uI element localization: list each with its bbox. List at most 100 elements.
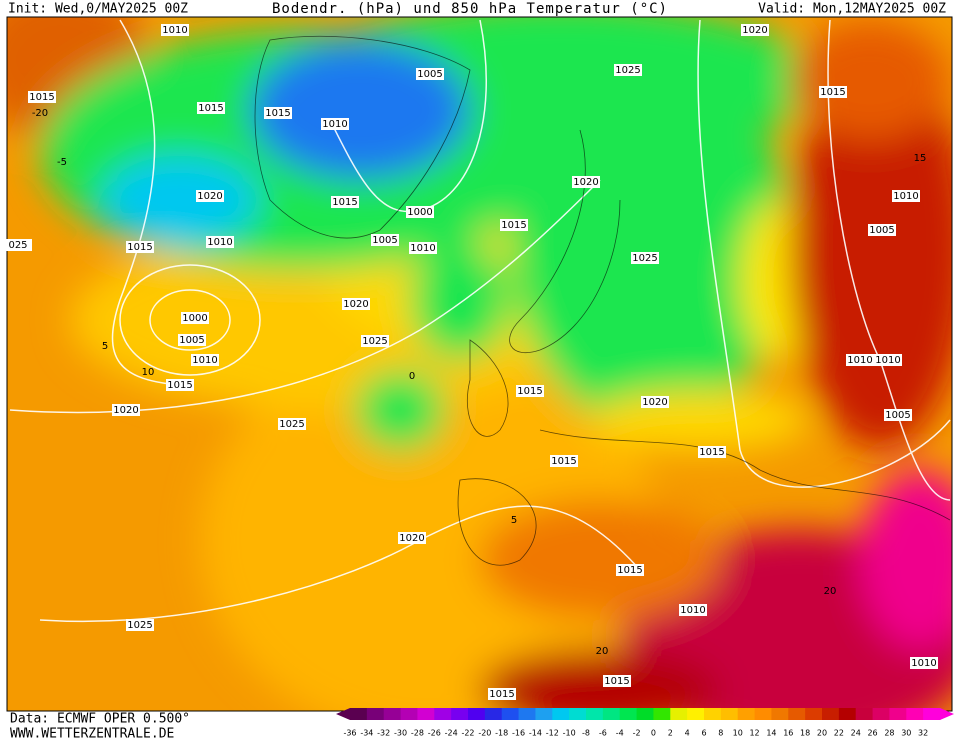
colorbar-label: -20 [478,729,491,738]
temperature-label: 20 [824,586,837,597]
data-source: Data: ECMWF OPER 0.500° [10,712,190,727]
temperature-label: -20 [32,108,48,119]
colorbar-swatch [383,708,402,720]
colorbar-label: 0 [651,729,656,738]
colorbar-swatch [838,708,857,720]
colorbar-swatch [720,708,739,720]
colorbar-swatch [552,708,570,720]
temperature-label: 10 [142,367,155,378]
coastlines [254,35,951,566]
isobar-label: 1005 [885,410,910,421]
isobar-label-box [126,619,154,631]
map-title: Bodendr. (hPa) und 850 hPa Temperatur (°… [272,1,668,17]
colorbar-swatch [350,708,368,720]
isobar-label: 1010 [322,119,347,130]
isobar-label-box [409,242,437,254]
isobar-label: 1020 [742,25,767,36]
colorbar-swatch [822,708,840,720]
isobar-label-box [331,196,359,208]
isobar-label-box [361,335,389,347]
colorbar-swatch [569,708,587,720]
colorbar-swatch [771,708,789,720]
colorbar-swatch [805,708,823,720]
colorbar-label: -36 [343,729,356,738]
colorbar-swatch [586,708,604,720]
colorbar-swatch [417,708,435,720]
isobar-label: 1020 [573,177,598,188]
isobar-label: 1015 [127,242,152,253]
colorbar-label: -12 [546,729,559,738]
colorbar-swatch [400,708,418,720]
isobar-label: 1015 [265,108,290,119]
valid-time: Valid: Mon,12MAY2025 00Z [758,2,946,17]
colorbar-label: -14 [529,729,542,738]
isobar-label: 1015 [198,103,223,114]
isobar-label-box [550,455,578,467]
isobar-label: 025 [8,240,27,251]
isobar-label-box [616,564,644,576]
temperature-label: -5 [57,157,67,168]
colorbar-label: -32 [377,729,390,738]
isobar-label: 1010 [162,25,187,36]
isobar-label: 1025 [362,336,387,347]
colorbar-label: 26 [867,729,877,738]
isobar-label-box [641,396,669,408]
isobar-label: 1015 [29,92,54,103]
colorbar-label: -8 [582,729,590,738]
isobar-label: 1020 [113,405,138,416]
colorbar-swatch [602,708,621,720]
isobar-label: 1025 [279,419,304,430]
isobar-label-box [191,354,219,366]
colorbar-swatch [501,708,520,720]
colorbar-label: -6 [599,729,607,738]
isobar-label: 1010 [911,658,936,669]
isobar-label: 1010 [680,605,705,616]
isobar-label-box [488,688,516,700]
isobar-label-box [868,224,896,236]
isobar-label: 1005 [417,69,442,80]
isobar-label-box [874,354,902,366]
temperature-label: 5 [511,515,517,526]
isobar-label-box [28,91,56,103]
isobar-label: 1015 [517,386,542,397]
isobar-label: 1000 [182,313,207,324]
isobar-label: 1000 [407,207,432,218]
colorbar-label: 4 [685,729,690,738]
colorbar-swatch [366,708,385,720]
isobar-label: 1010 [207,237,232,248]
colorbar-label: -4 [616,729,624,738]
isobar-label: 1010 [875,355,900,366]
isobar-label-box [910,657,938,669]
isobar-label-box [181,312,209,324]
colorbar-label: -16 [512,729,525,738]
isobar-label: 1020 [642,397,667,408]
colorbar-label: -2 [633,729,641,738]
temperature-label: 5 [102,341,108,352]
colorbar-swatch [434,708,452,720]
isobar-label-box [614,64,642,76]
isobar-label-box [500,219,528,231]
colorbar-label: -10 [563,729,576,738]
isobar-label-box [126,241,154,253]
isobar-label-box [631,252,659,264]
colorbar-swatch [704,708,722,720]
website: WWW.WETTERZENTRALE.DE [10,727,174,742]
colorbar-label: 16 [783,729,793,738]
colorbar-swatch [468,708,486,720]
isobar-label: 1010 [192,355,217,366]
isobar-label: 1015 [604,676,629,687]
temperature-label: 0 [409,371,415,382]
temperature-label: 20 [596,646,609,657]
colorbar-label: 12 [749,729,759,738]
colorbar-label: 2 [668,729,673,738]
colorbar-label: 8 [718,729,723,738]
isobar-label: 1015 [617,565,642,576]
colorbar-label: -28 [411,729,424,738]
isobar-label: 1015 [489,689,514,700]
colorbar-label: 18 [800,729,810,738]
isobar-label: 1025 [615,65,640,76]
isobar-label-box [166,379,194,391]
colorbar-label: 14 [766,729,776,738]
isobar-label-box [572,176,600,188]
